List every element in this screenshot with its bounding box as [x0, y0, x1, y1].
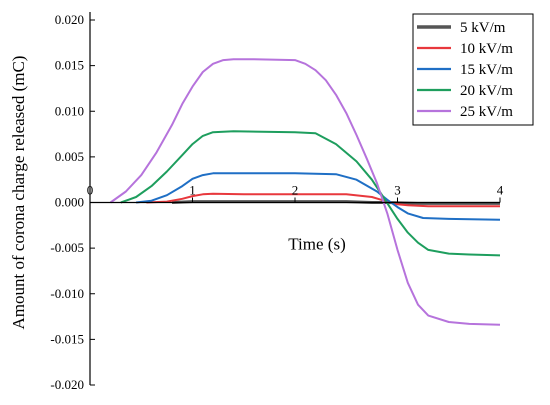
x-tick-label: 4 [497, 183, 504, 198]
legend-label: 25 kV/m [460, 104, 513, 120]
legend-label: 20 kV/m [460, 83, 513, 99]
series-line-25-kv-m [109, 58, 501, 326]
y-tick-label: 0.015 [55, 58, 84, 73]
y-tick-label: -0.010 [50, 286, 84, 301]
legend: 5 kV/m 10 kV/m 15 kV/m 20 kV/m 25 kV/m [412, 13, 534, 126]
x-tick-label: 0 [87, 183, 94, 198]
y-tick-label: 0.010 [55, 103, 84, 118]
x-axis-label: Time (s) [288, 235, 345, 254]
y-tick-label: -0.015 [50, 331, 84, 346]
x-tick-label: 3 [394, 183, 401, 198]
x-tick-label: 2 [292, 183, 299, 198]
legend-label: 10 kV/m [460, 41, 513, 57]
legend-label: 5 kV/m [460, 20, 506, 36]
y-axis-label: Amount of corona charge released (mC) [9, 56, 28, 330]
axes: 0.020 0.015 0.010 0.005 0.000 -0.005 -0.010 -0.… [50, 12, 504, 392]
series-line-10-kv-m [146, 192, 500, 208]
x-tick-label: 1 [189, 183, 196, 198]
y-tick-label: -0.005 [50, 240, 84, 255]
y-tick-label: 0.000 [55, 195, 84, 210]
series-line-15-kv-m [135, 172, 501, 221]
series-line-20-kv-m [120, 130, 501, 257]
y-tick-label: 0.020 [55, 12, 84, 27]
y-tick-label: 0.005 [55, 149, 84, 164]
y-tick-label: -0.020 [50, 377, 84, 392]
legend-label: 15 kV/m [460, 62, 513, 78]
